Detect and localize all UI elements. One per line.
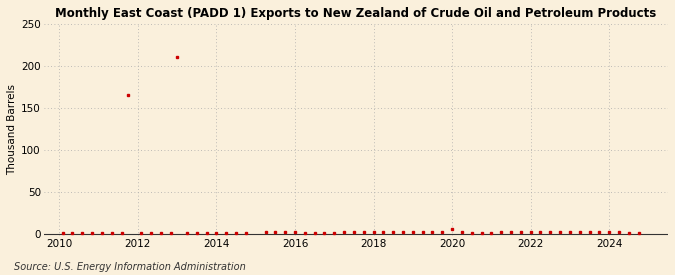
Title: Monthly East Coast (PADD 1) Exports to New Zealand of Crude Oil and Petroleum Pr: Monthly East Coast (PADD 1) Exports to N…	[55, 7, 657, 20]
Y-axis label: Thousand Barrels: Thousand Barrels	[7, 84, 17, 175]
Text: Source: U.S. Energy Information Administration: Source: U.S. Energy Information Administ…	[14, 262, 245, 272]
